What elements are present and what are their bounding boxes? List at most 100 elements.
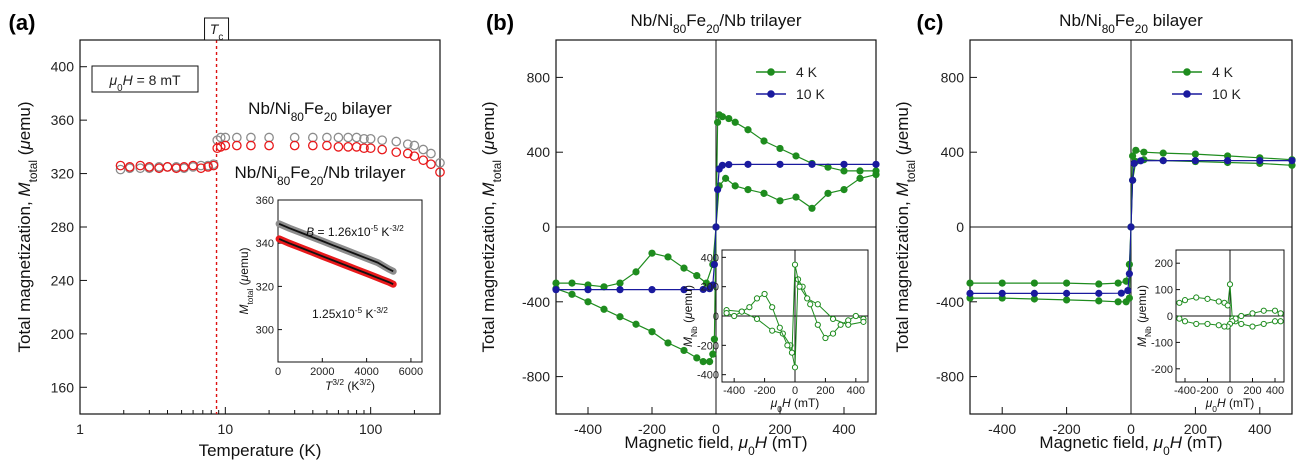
panel-a-field-box <box>91 65 199 93</box>
panel-b-series-point-0 <box>680 264 688 272</box>
panel-a-ytick-label: 160 <box>51 379 75 395</box>
panel-b-series-point-0 <box>718 113 727 121</box>
panel-c-inset-point <box>1249 310 1256 317</box>
panel-a-point-1 <box>359 143 369 154</box>
panel-c: (c) Nb/Ni80Fe20 bilayer-400 -200 0 200 400-80… <box>893 10 1296 458</box>
panel-a-point-0 <box>231 132 242 143</box>
panel-b-inset-point <box>807 301 814 308</box>
panel-a-inset-ytick-label: 340 <box>256 238 274 250</box>
panel-a-inset-annot-1: 1.25x10-5 K-3/2 <box>312 305 388 321</box>
panel-c-xlabel: Magnetic field, μ0H (mT) <box>1039 433 1222 458</box>
panel-a-point-1 <box>409 151 420 162</box>
panel-b-series-point-0 <box>856 167 864 175</box>
panel-b-series-point-0 <box>856 174 864 182</box>
panel-c-label: (c) <box>917 10 944 35</box>
panel-c-series-point-0 <box>1095 297 1103 305</box>
panel-a-point-1 <box>144 162 155 172</box>
panel-b-series-point-0 <box>840 167 848 175</box>
panel-a-point-0 <box>409 140 420 151</box>
panel-b-series-point-1 <box>584 286 592 294</box>
panel-b-inset-point <box>738 308 745 315</box>
panel-b-series-point-0 <box>722 174 730 182</box>
panel-c-series-point-0 <box>1030 295 1038 303</box>
panel-a-label: (a) <box>9 10 36 35</box>
panel-a-point-0 <box>246 132 256 143</box>
panel-c-ytick-label: 0 <box>956 219 964 235</box>
panel-b-inset-point <box>822 334 829 342</box>
panel-b-series-point-0 <box>760 137 768 145</box>
panel-b-series-point-0 <box>568 290 576 298</box>
panel-a-inset-axes <box>277 199 423 363</box>
panel-c-series-point-1 <box>1030 289 1038 297</box>
panel-b-series-point-0 <box>648 328 656 336</box>
panel-c-inset-point <box>1204 295 1211 302</box>
panel-a-tc-label: Tc <box>210 21 224 43</box>
panel-c-inset-xtick-label: -200 <box>1196 385 1218 397</box>
panel-b-series-point-1 <box>776 160 784 168</box>
panel-c-series-point-1 <box>1130 159 1138 168</box>
panel-c-series-point-0 <box>1140 148 1148 156</box>
panel-a-point-0 <box>365 133 376 144</box>
panel-c-inset-point <box>1238 320 1245 328</box>
panel-b-inset-point <box>731 312 738 320</box>
panel-c-series-point-1 <box>1127 223 1135 231</box>
panel-a-ytick-label: 200 <box>51 326 75 342</box>
panel-a-point-0 <box>435 158 445 168</box>
panel-b-inset-point <box>776 324 783 331</box>
panel-c-ylabel: Total magnetization, Mtotal (μemu) <box>893 101 918 352</box>
panel-a-point-1 <box>215 142 226 152</box>
panel-c-series-point-0 <box>1114 298 1122 306</box>
panel-b-xtick-label: -200 <box>638 421 666 437</box>
panel-b-series-point-0 <box>702 279 711 287</box>
panel-c-series-point-1 <box>1191 157 1199 165</box>
panel-b-inset-point <box>791 364 799 371</box>
panel-b-inset-xtick-label: -400 <box>723 385 745 397</box>
panel-c-inset-point <box>1181 297 1189 304</box>
panel-a-point-1 <box>351 142 362 152</box>
panel-a-point-1 <box>203 162 213 172</box>
panel-b-ytick-label: -800 <box>522 369 550 385</box>
panel-b-series-point-1 <box>725 160 733 169</box>
panel-b-series-point-0 <box>792 193 800 201</box>
panel-a-ytick-label: 320 <box>51 166 75 182</box>
panel-b-series-point-1 <box>744 160 752 168</box>
panel-c-inset-point <box>1215 322 1222 329</box>
panel-b-inset-point <box>723 309 730 317</box>
panel-b-series-point-1 <box>872 160 880 168</box>
panel-a-point-1 <box>115 160 126 171</box>
panel-c-inset-point <box>1204 320 1211 328</box>
panel-b-inset-xtick-label: 200 <box>816 385 834 397</box>
panel-c-series-point-1 <box>966 289 974 297</box>
panel-b-inset-point <box>814 301 821 308</box>
panel-c-series-point-1 <box>1117 289 1125 297</box>
panel-a-inset-ylabel: Mtotal (μemu) <box>237 247 255 314</box>
panel-c-xtick-label: 200 <box>1184 421 1208 437</box>
panel-b-series-point-0 <box>616 313 624 321</box>
panel-b-series-point-1 <box>710 260 719 268</box>
panel-b-series-point-0 <box>693 272 701 280</box>
panel-b-series-point-0 <box>680 346 688 355</box>
panel-b-legend-label-0: 4 K <box>796 64 818 80</box>
panel-c-series-point-0 <box>1159 149 1167 157</box>
panel-b-inset-point <box>784 342 791 349</box>
panel-a-ytick-label: 400 <box>51 59 75 75</box>
panel-b-series-point-0 <box>552 279 560 287</box>
panel-c-inset-point <box>1271 318 1279 325</box>
panel-c-series-point-0 <box>1095 280 1103 288</box>
panel-b-series-point-1 <box>712 223 720 231</box>
panel-b-inset-point <box>814 321 821 328</box>
panel-b-inset-ylabel: MNb (μemu) <box>681 285 699 347</box>
panel-a-point-1 <box>343 142 353 152</box>
panel-b-series-point-0 <box>648 249 656 257</box>
panel-c-inset-point <box>1260 307 1267 314</box>
panel-c-ytick-label: -800 <box>936 369 964 385</box>
panel-b-inset-ytick-label: -400 <box>697 370 719 382</box>
panel-a-xlabel: Temperature (K) <box>199 441 322 460</box>
panel-c-inset-xlabel: μ0H (mT) <box>1205 396 1255 414</box>
panel-a-ytick-label: 240 <box>51 272 75 288</box>
panel-a-point-0 <box>343 132 353 143</box>
panel-a-point-0 <box>351 132 362 143</box>
panel-b-inset-point <box>852 312 859 320</box>
panel-c-inset-point <box>1221 323 1228 330</box>
panel-a-point-0 <box>391 136 402 147</box>
